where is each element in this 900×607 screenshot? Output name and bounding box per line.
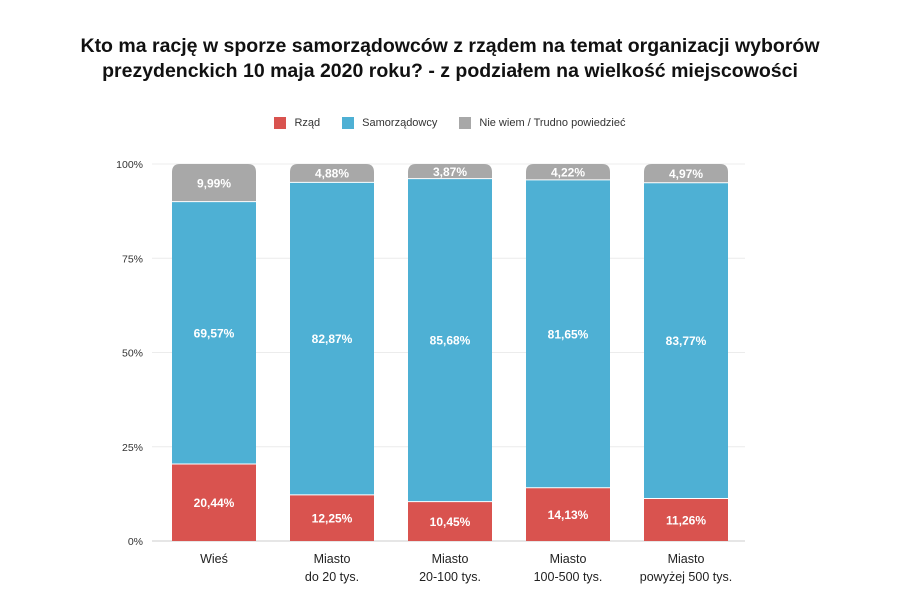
legend-label-rzad: Rząd [294,117,321,129]
bar-segment [644,182,728,499]
bar-segment [290,494,374,541]
bar-segment [644,164,728,183]
x-tick-label: Miasto [314,552,351,566]
bar-segment [408,178,492,502]
y-tick-label: 100% [116,159,143,171]
data-label: 69,57% [194,326,235,340]
data-label: 4,88% [315,167,349,181]
bar-segment [408,164,492,179]
legend-swatch-nie-wiem [459,117,472,129]
y-tick-label: 50% [122,348,143,360]
data-label: 12,25% [312,511,353,525]
y-tick-label: 75% [122,253,143,265]
data-label: 10,45% [430,515,471,529]
x-tick-label: Wieś [200,552,228,566]
bar-segment [290,182,374,495]
x-tick-label: do 20 tys. [305,570,359,584]
x-tick-label: Miasto [550,552,587,566]
data-label: 83,77% [666,334,707,348]
legend-label-nie-wiem: Nie wiem / Trudno powiedzieć [479,117,626,129]
y-tick-label: 0% [128,536,143,548]
data-label: 9,99% [197,176,231,190]
data-label: 3,87% [433,165,467,179]
legend-swatch-samorzadowcy [342,117,355,129]
bar-segment [408,501,492,541]
x-tick-label: powyżej 500 tys. [640,570,732,584]
data-label: 11,26% [666,513,706,527]
bar-segment [172,463,256,541]
bar-segment [526,179,610,488]
bar-segment [172,201,256,464]
data-label: 20,44% [194,496,235,510]
chart-legend: Rząd Samorządowcy Nie wiem / Trudno powi… [0,117,900,129]
legend-item-nie-wiem: Nie wiem / Trudno powiedzieć [459,117,626,129]
data-label: 4,22% [551,165,585,179]
x-tick-label: Miasto [668,552,705,566]
bar-segment [644,498,728,541]
data-label: 4,97% [669,167,703,181]
chart-title: Kto ma rację w sporze samorządowców z rz… [0,34,900,84]
x-tick-label: Miasto [432,552,469,566]
x-tick-label: 100-500 tys. [534,570,603,584]
data-label: 85,68% [430,334,471,348]
data-label: 14,13% [548,508,589,522]
legend-swatch-rzad [274,117,287,129]
bar-segment [290,164,374,183]
legend-item-samorzadowcy: Samorządowcy [342,117,437,129]
bar-segment [526,487,610,541]
legend-label-samorzadowcy: Samorządowcy [362,117,438,129]
y-tick-label: 25% [122,442,143,454]
x-tick-label: 20-100 tys. [419,570,481,584]
chart-title-line-1: Kto ma rację w sporze samorządowców z rz… [80,35,820,57]
bar-segment [172,164,256,202]
bar-segment [526,164,610,180]
data-label: 81,65% [548,327,589,341]
legend-item-rzad: Rząd [274,117,320,129]
chart-title-line-2: prezydenckich 10 maja 2020 roku? - z pod… [102,60,798,82]
data-label: 82,87% [312,332,353,346]
